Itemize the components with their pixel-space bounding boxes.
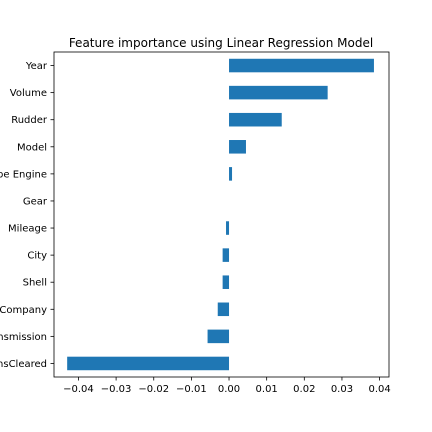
- bar-city: [223, 248, 229, 262]
- y-tick-label: City: [27, 251, 47, 262]
- x-axis: −0.04 −0.03 −0.02 −0.01 0.00 0.01 0.02 0.03 0.04: [63, 377, 391, 395]
- y-tick-label: Model: [17, 142, 47, 153]
- y-tick-label: Shell: [23, 278, 47, 289]
- x-tick-label: −0.02: [138, 384, 169, 395]
- bar-nsmission: [208, 330, 229, 344]
- bar-pe-engine: [229, 167, 232, 181]
- y-tick-label: nsCleared: [0, 359, 47, 370]
- y-tick-label: nsmission: [0, 332, 47, 343]
- bars-group: [67, 59, 374, 370]
- y-tick-label: Mileage: [8, 224, 47, 235]
- x-tick-label: 0.04: [368, 384, 390, 395]
- y-tick-label: Rudder: [11, 115, 48, 126]
- x-tick-label: −0.01: [176, 384, 207, 395]
- bar-company: [218, 303, 229, 317]
- y-tick-label: pe Engine: [0, 169, 47, 180]
- y-tick-label: Year: [25, 61, 48, 72]
- bar-model: [229, 140, 246, 154]
- bar-shell: [223, 275, 229, 289]
- bar-year: [229, 59, 374, 73]
- y-tick-label: Volume: [10, 88, 47, 99]
- plot-frame: [54, 52, 389, 377]
- y-axis: Year Volume Rudder Model pe Engine Gear Mileag…: [0, 61, 54, 370]
- bar-nscleared: [67, 357, 229, 371]
- x-tick-label: −0.04: [63, 384, 94, 395]
- bar-volume: [229, 86, 328, 100]
- x-tick-label: 0.03: [331, 384, 353, 395]
- y-tick-label: Gear: [23, 196, 48, 207]
- bar-rudder: [229, 113, 282, 127]
- x-tick-label: 0.02: [293, 384, 315, 395]
- chart-title: Feature importance using Linear Regressi…: [69, 36, 373, 50]
- x-tick-label: 0.00: [218, 384, 240, 395]
- bar-mileage: [226, 221, 229, 235]
- x-tick-label: 0.01: [256, 384, 278, 395]
- x-tick-label: −0.03: [101, 384, 132, 395]
- y-tick-label: Company: [0, 305, 47, 316]
